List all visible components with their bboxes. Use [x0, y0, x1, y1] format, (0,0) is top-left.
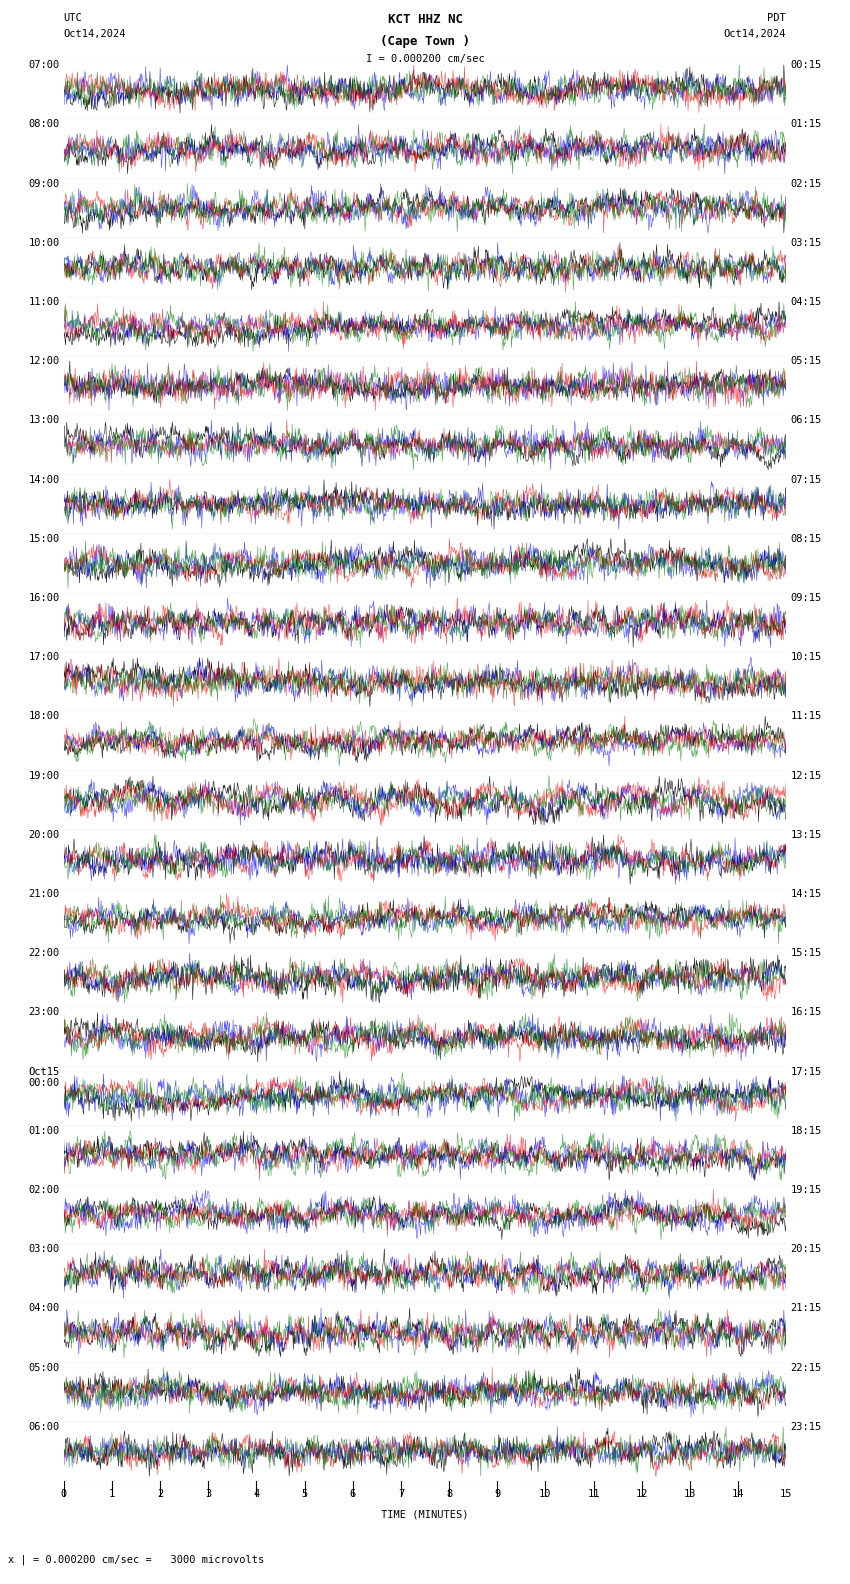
Text: 9: 9 [494, 1489, 501, 1498]
Text: Oct14,2024: Oct14,2024 [723, 29, 786, 38]
Text: 04:15: 04:15 [790, 296, 822, 307]
Text: 14: 14 [732, 1489, 745, 1498]
Text: 4: 4 [253, 1489, 259, 1498]
Text: UTC: UTC [64, 13, 82, 22]
Text: 10: 10 [539, 1489, 552, 1498]
Text: 08:00: 08:00 [28, 119, 60, 130]
Text: 12:15: 12:15 [790, 770, 822, 781]
Text: 05:15: 05:15 [790, 356, 822, 366]
Text: 03:15: 03:15 [790, 238, 822, 247]
Text: 06:00: 06:00 [28, 1422, 60, 1432]
Text: PDT: PDT [768, 13, 786, 22]
Text: 03:00: 03:00 [28, 1245, 60, 1255]
Text: KCT HHZ NC: KCT HHZ NC [388, 13, 462, 25]
Text: 10:00: 10:00 [28, 238, 60, 247]
Text: Oct15
00:00: Oct15 00:00 [28, 1066, 60, 1088]
Text: 12: 12 [636, 1489, 648, 1498]
Text: 02:15: 02:15 [790, 179, 822, 188]
Text: (Cape Town ): (Cape Town ) [380, 35, 470, 48]
Text: 09:15: 09:15 [790, 592, 822, 604]
Text: 21:15: 21:15 [790, 1304, 822, 1313]
Text: 18:15: 18:15 [790, 1126, 822, 1136]
Text: 11:00: 11:00 [28, 296, 60, 307]
Text: 11: 11 [587, 1489, 600, 1498]
Text: 00:15: 00:15 [790, 60, 822, 70]
Text: 2: 2 [157, 1489, 163, 1498]
Text: x | = 0.000200 cm/sec =   3000 microvolts: x | = 0.000200 cm/sec = 3000 microvolts [8, 1554, 264, 1565]
Text: 15: 15 [780, 1489, 792, 1498]
Text: 16:00: 16:00 [28, 592, 60, 604]
Text: 04:00: 04:00 [28, 1304, 60, 1313]
Text: 22:00: 22:00 [28, 949, 60, 958]
Text: 09:00: 09:00 [28, 179, 60, 188]
Text: 14:15: 14:15 [790, 889, 822, 900]
Text: 7: 7 [398, 1489, 404, 1498]
Text: 18:00: 18:00 [28, 711, 60, 721]
Text: 08:15: 08:15 [790, 534, 822, 543]
Text: 23:00: 23:00 [28, 1007, 60, 1017]
Text: 5: 5 [302, 1489, 308, 1498]
Text: 07:15: 07:15 [790, 475, 822, 485]
Text: 05:00: 05:00 [28, 1362, 60, 1373]
Text: 01:15: 01:15 [790, 119, 822, 130]
Text: 8: 8 [446, 1489, 452, 1498]
Text: 13: 13 [683, 1489, 696, 1498]
Text: TIME (MINUTES): TIME (MINUTES) [382, 1510, 468, 1519]
Text: 06:15: 06:15 [790, 415, 822, 426]
Text: 13:15: 13:15 [790, 830, 822, 840]
Text: 16:15: 16:15 [790, 1007, 822, 1017]
Text: 23:15: 23:15 [790, 1422, 822, 1432]
Text: 14:00: 14:00 [28, 475, 60, 485]
Text: 22:15: 22:15 [790, 1362, 822, 1373]
Text: 19:15: 19:15 [790, 1185, 822, 1194]
Text: 15:00: 15:00 [28, 534, 60, 543]
Text: 10:15: 10:15 [790, 653, 822, 662]
Text: 12:00: 12:00 [28, 356, 60, 366]
Text: 13:00: 13:00 [28, 415, 60, 426]
Text: 1: 1 [109, 1489, 115, 1498]
Text: 20:00: 20:00 [28, 830, 60, 840]
Text: I = 0.000200 cm/sec: I = 0.000200 cm/sec [366, 54, 484, 63]
Text: 0: 0 [60, 1489, 67, 1498]
Text: Oct14,2024: Oct14,2024 [64, 29, 127, 38]
Text: 02:00: 02:00 [28, 1185, 60, 1194]
Text: 3: 3 [205, 1489, 212, 1498]
Text: 21:00: 21:00 [28, 889, 60, 900]
Text: 19:00: 19:00 [28, 770, 60, 781]
Text: 20:15: 20:15 [790, 1245, 822, 1255]
Text: 17:00: 17:00 [28, 653, 60, 662]
Text: 15:15: 15:15 [790, 949, 822, 958]
Text: 07:00: 07:00 [28, 60, 60, 70]
Text: 11:15: 11:15 [790, 711, 822, 721]
Text: 6: 6 [349, 1489, 356, 1498]
Text: 17:15: 17:15 [790, 1066, 822, 1077]
Text: 01:00: 01:00 [28, 1126, 60, 1136]
